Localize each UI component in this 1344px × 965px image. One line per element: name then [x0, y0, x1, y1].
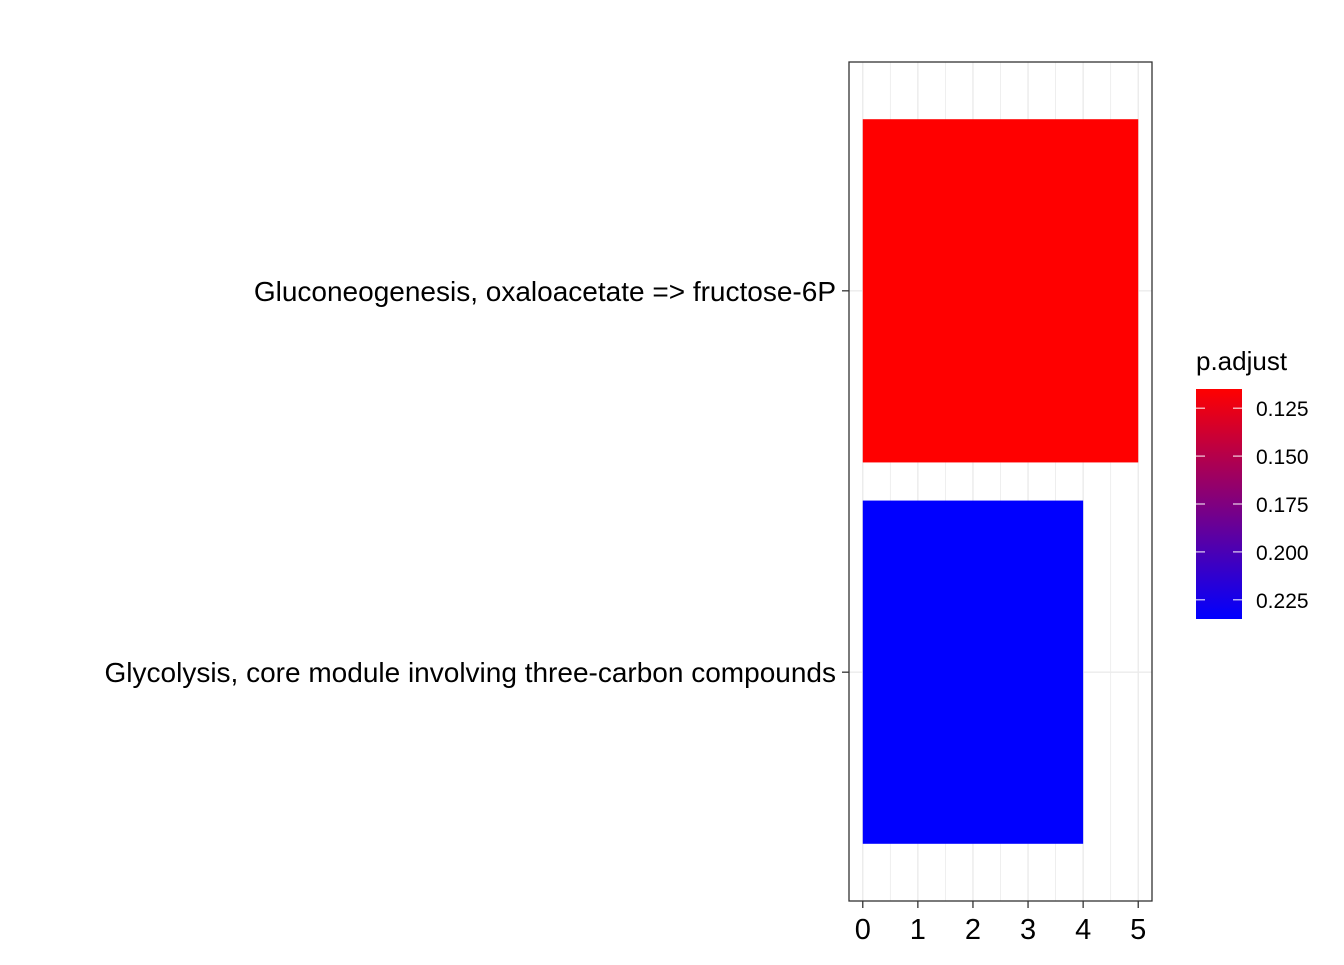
- axes: Gluconeogenesis, oxaloacetate => fructos…: [105, 276, 1147, 946]
- bar: [862, 119, 1139, 463]
- legend-tick-label: 0.200: [1256, 542, 1309, 565]
- legend: p.adjust 0.125 0.150 0.175 0.200 0.225: [1196, 346, 1309, 619]
- panel-border: [848, 61, 1153, 902]
- legend-tick-label: 0.225: [1256, 590, 1309, 613]
- x-tick-label: 5: [1130, 914, 1146, 946]
- legend-title: p.adjust: [1196, 346, 1288, 376]
- legend-tick-label: 0.175: [1256, 494, 1309, 517]
- legend-tick-label: 0.125: [1256, 398, 1309, 421]
- y-tick-label: Gluconeogenesis, oxaloacetate => fructos…: [254, 276, 836, 307]
- x-tick-label: 3: [1020, 914, 1036, 946]
- legend-tick-label: 0.150: [1256, 446, 1309, 469]
- x-tick-label: 2: [965, 914, 981, 946]
- bars: [862, 119, 1139, 844]
- x-tick-label: 1: [910, 914, 926, 946]
- x-tick-label: 4: [1075, 914, 1091, 946]
- x-tick-label: 0: [855, 914, 871, 946]
- bar: [862, 500, 1084, 844]
- y-tick-label: Glycolysis, core module involving three-…: [105, 657, 836, 688]
